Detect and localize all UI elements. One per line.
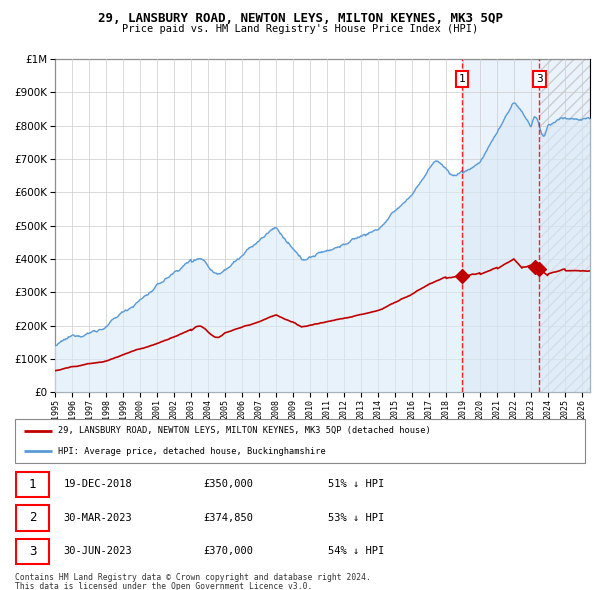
FancyBboxPatch shape [16,539,49,565]
Point [457,271,467,280]
Text: 2: 2 [29,511,37,525]
Text: 3: 3 [536,74,543,84]
Text: 19-DEC-2018: 19-DEC-2018 [64,479,132,489]
Text: £350,000: £350,000 [203,479,253,489]
FancyBboxPatch shape [16,505,49,531]
Text: This data is licensed under the Open Government Licence v3.0.: This data is licensed under the Open Gov… [15,582,313,590]
Text: 51% ↓ HPI: 51% ↓ HPI [329,479,385,489]
Text: Price paid vs. HM Land Registry's House Price Index (HPI): Price paid vs. HM Land Registry's House … [122,24,478,34]
FancyBboxPatch shape [16,471,49,497]
Point [535,264,544,274]
Text: 54% ↓ HPI: 54% ↓ HPI [329,546,385,556]
Text: 1: 1 [459,74,466,84]
Text: 30-MAR-2023: 30-MAR-2023 [64,513,132,523]
Text: 53% ↓ HPI: 53% ↓ HPI [329,513,385,523]
Text: 1: 1 [29,477,37,491]
Bar [539,59,590,392]
Text: 3: 3 [29,545,37,558]
Text: 29, LANSBURY ROAD, NEWTON LEYS, MILTON KEYNES, MK3 5QP (detached house): 29, LANSBURY ROAD, NEWTON LEYS, MILTON K… [58,427,431,435]
Text: 29, LANSBURY ROAD, NEWTON LEYS, MILTON KEYNES, MK3 5QP: 29, LANSBURY ROAD, NEWTON LEYS, MILTON K… [97,12,503,25]
Text: £370,000: £370,000 [203,546,253,556]
Text: HPI: Average price, detached house, Buckinghamshire: HPI: Average price, detached house, Buck… [58,447,325,455]
Bar [462,59,590,392]
Text: 30-JUN-2023: 30-JUN-2023 [64,546,132,556]
Text: £374,850: £374,850 [203,513,253,523]
Text: Contains HM Land Registry data © Crown copyright and database right 2024.: Contains HM Land Registry data © Crown c… [15,573,371,582]
FancyBboxPatch shape [15,419,585,463]
Bar [539,59,590,392]
Point [530,263,540,272]
